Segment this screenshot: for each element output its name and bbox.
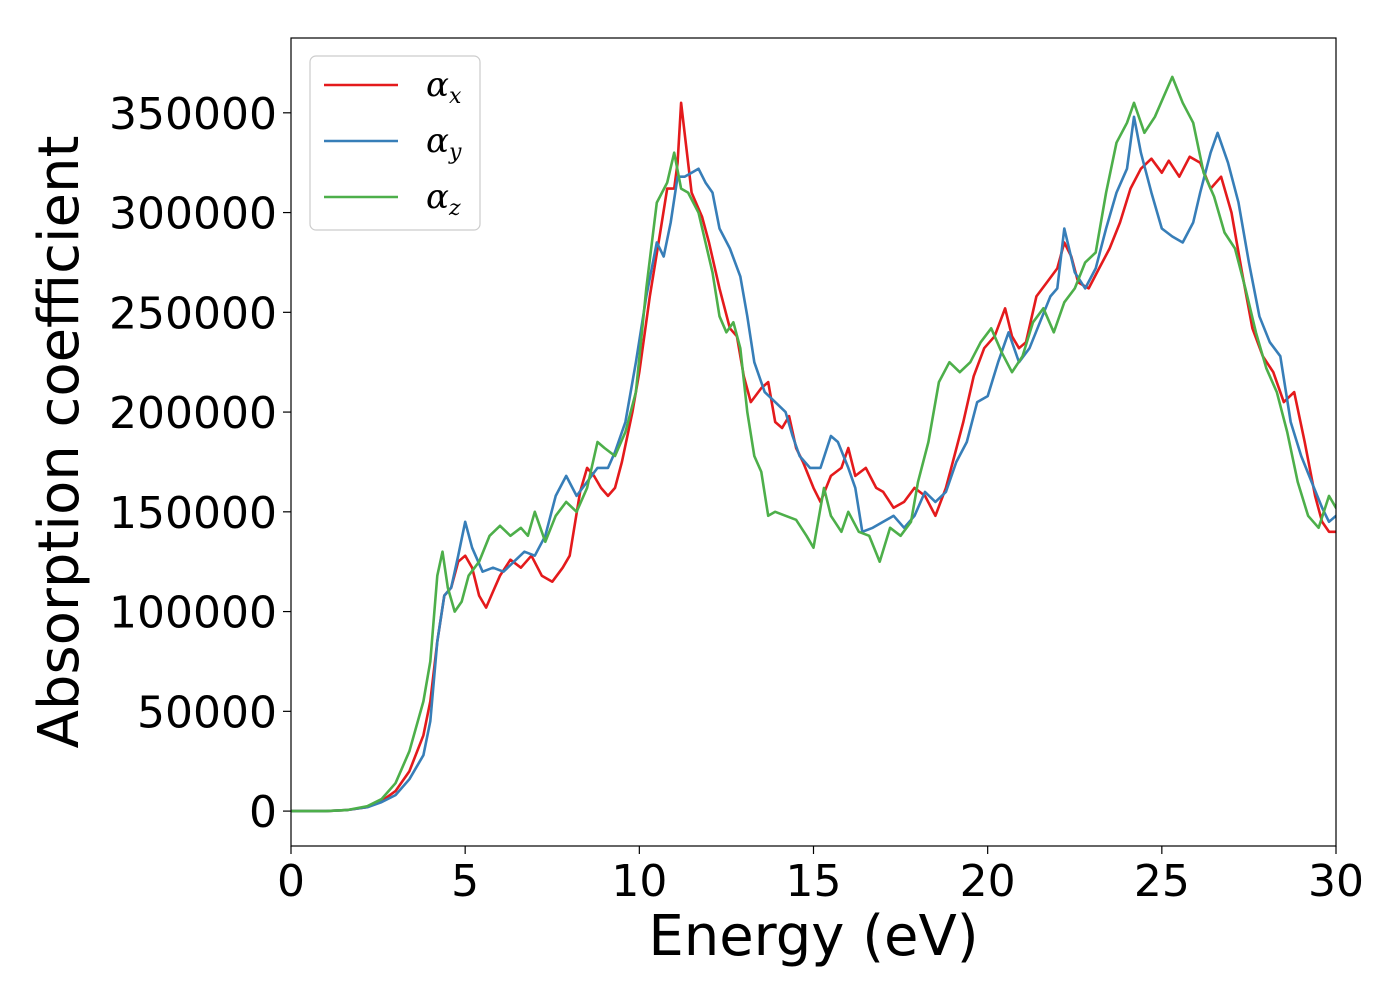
x-tick-label: 5 [451,856,479,907]
y-tick-label: 200000 [109,388,277,439]
series-layer [291,75,1336,813]
legend: αx αy αz [309,55,481,231]
y-tick-label: 50000 [137,687,277,738]
x-axis-title: Energy (eV) [648,904,978,969]
legend-label-x: αx [426,65,462,109]
series-line-z [291,75,1336,813]
x-tick-label: 20 [960,856,1016,907]
legend-box [309,55,481,231]
x-tick-label: 25 [1134,856,1190,907]
x-tick-label: 15 [786,856,842,907]
ticks-layer: 0 5 10 15 20 25 30 0 50000 100000 150000 200000 2500… [109,89,1364,907]
legend-label-z: αz [426,177,461,221]
x-tick-label: 10 [611,856,667,907]
y-tick-label: 100000 [109,588,277,639]
x-tick-label: 30 [1308,856,1364,907]
series-line-x [291,101,1336,813]
y-tick-label: 150000 [109,488,277,539]
y-axis-title: Absorption coefficient [27,136,92,749]
y-tick-label: 300000 [109,189,277,240]
y-tick-label: 0 [249,787,277,838]
y-tick-label: 350000 [109,89,277,140]
x-tick-label: 0 [277,856,305,907]
series-line-y [291,115,1336,813]
y-tick-label: 250000 [109,288,277,339]
legend-label-y: αy [426,121,462,165]
